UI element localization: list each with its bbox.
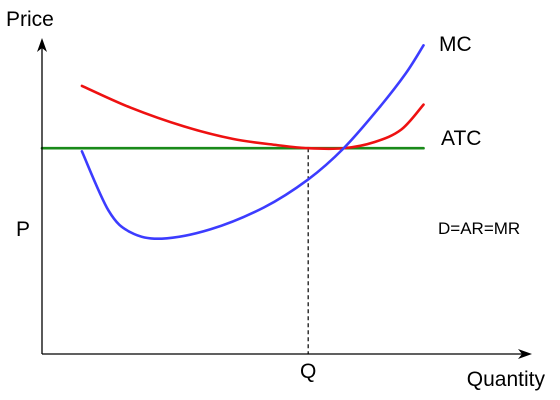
plot-area	[40, 44, 425, 354]
atc-curve	[80, 84, 425, 151]
series-label-atc: ATC	[441, 127, 481, 150]
x-axis-arrow	[518, 349, 532, 359]
y-axis-arrow	[37, 38, 47, 52]
series-label-mc: MC	[439, 33, 472, 56]
mc-curve	[80, 44, 425, 241]
x-tick-label-q: Q	[300, 360, 316, 383]
series-label-demand: D=AR=MR	[438, 219, 520, 238]
y-tick-label-p: P	[16, 218, 30, 241]
y-axis-label: Price	[6, 8, 54, 31]
x-axis-label: Quantity	[467, 368, 546, 391]
